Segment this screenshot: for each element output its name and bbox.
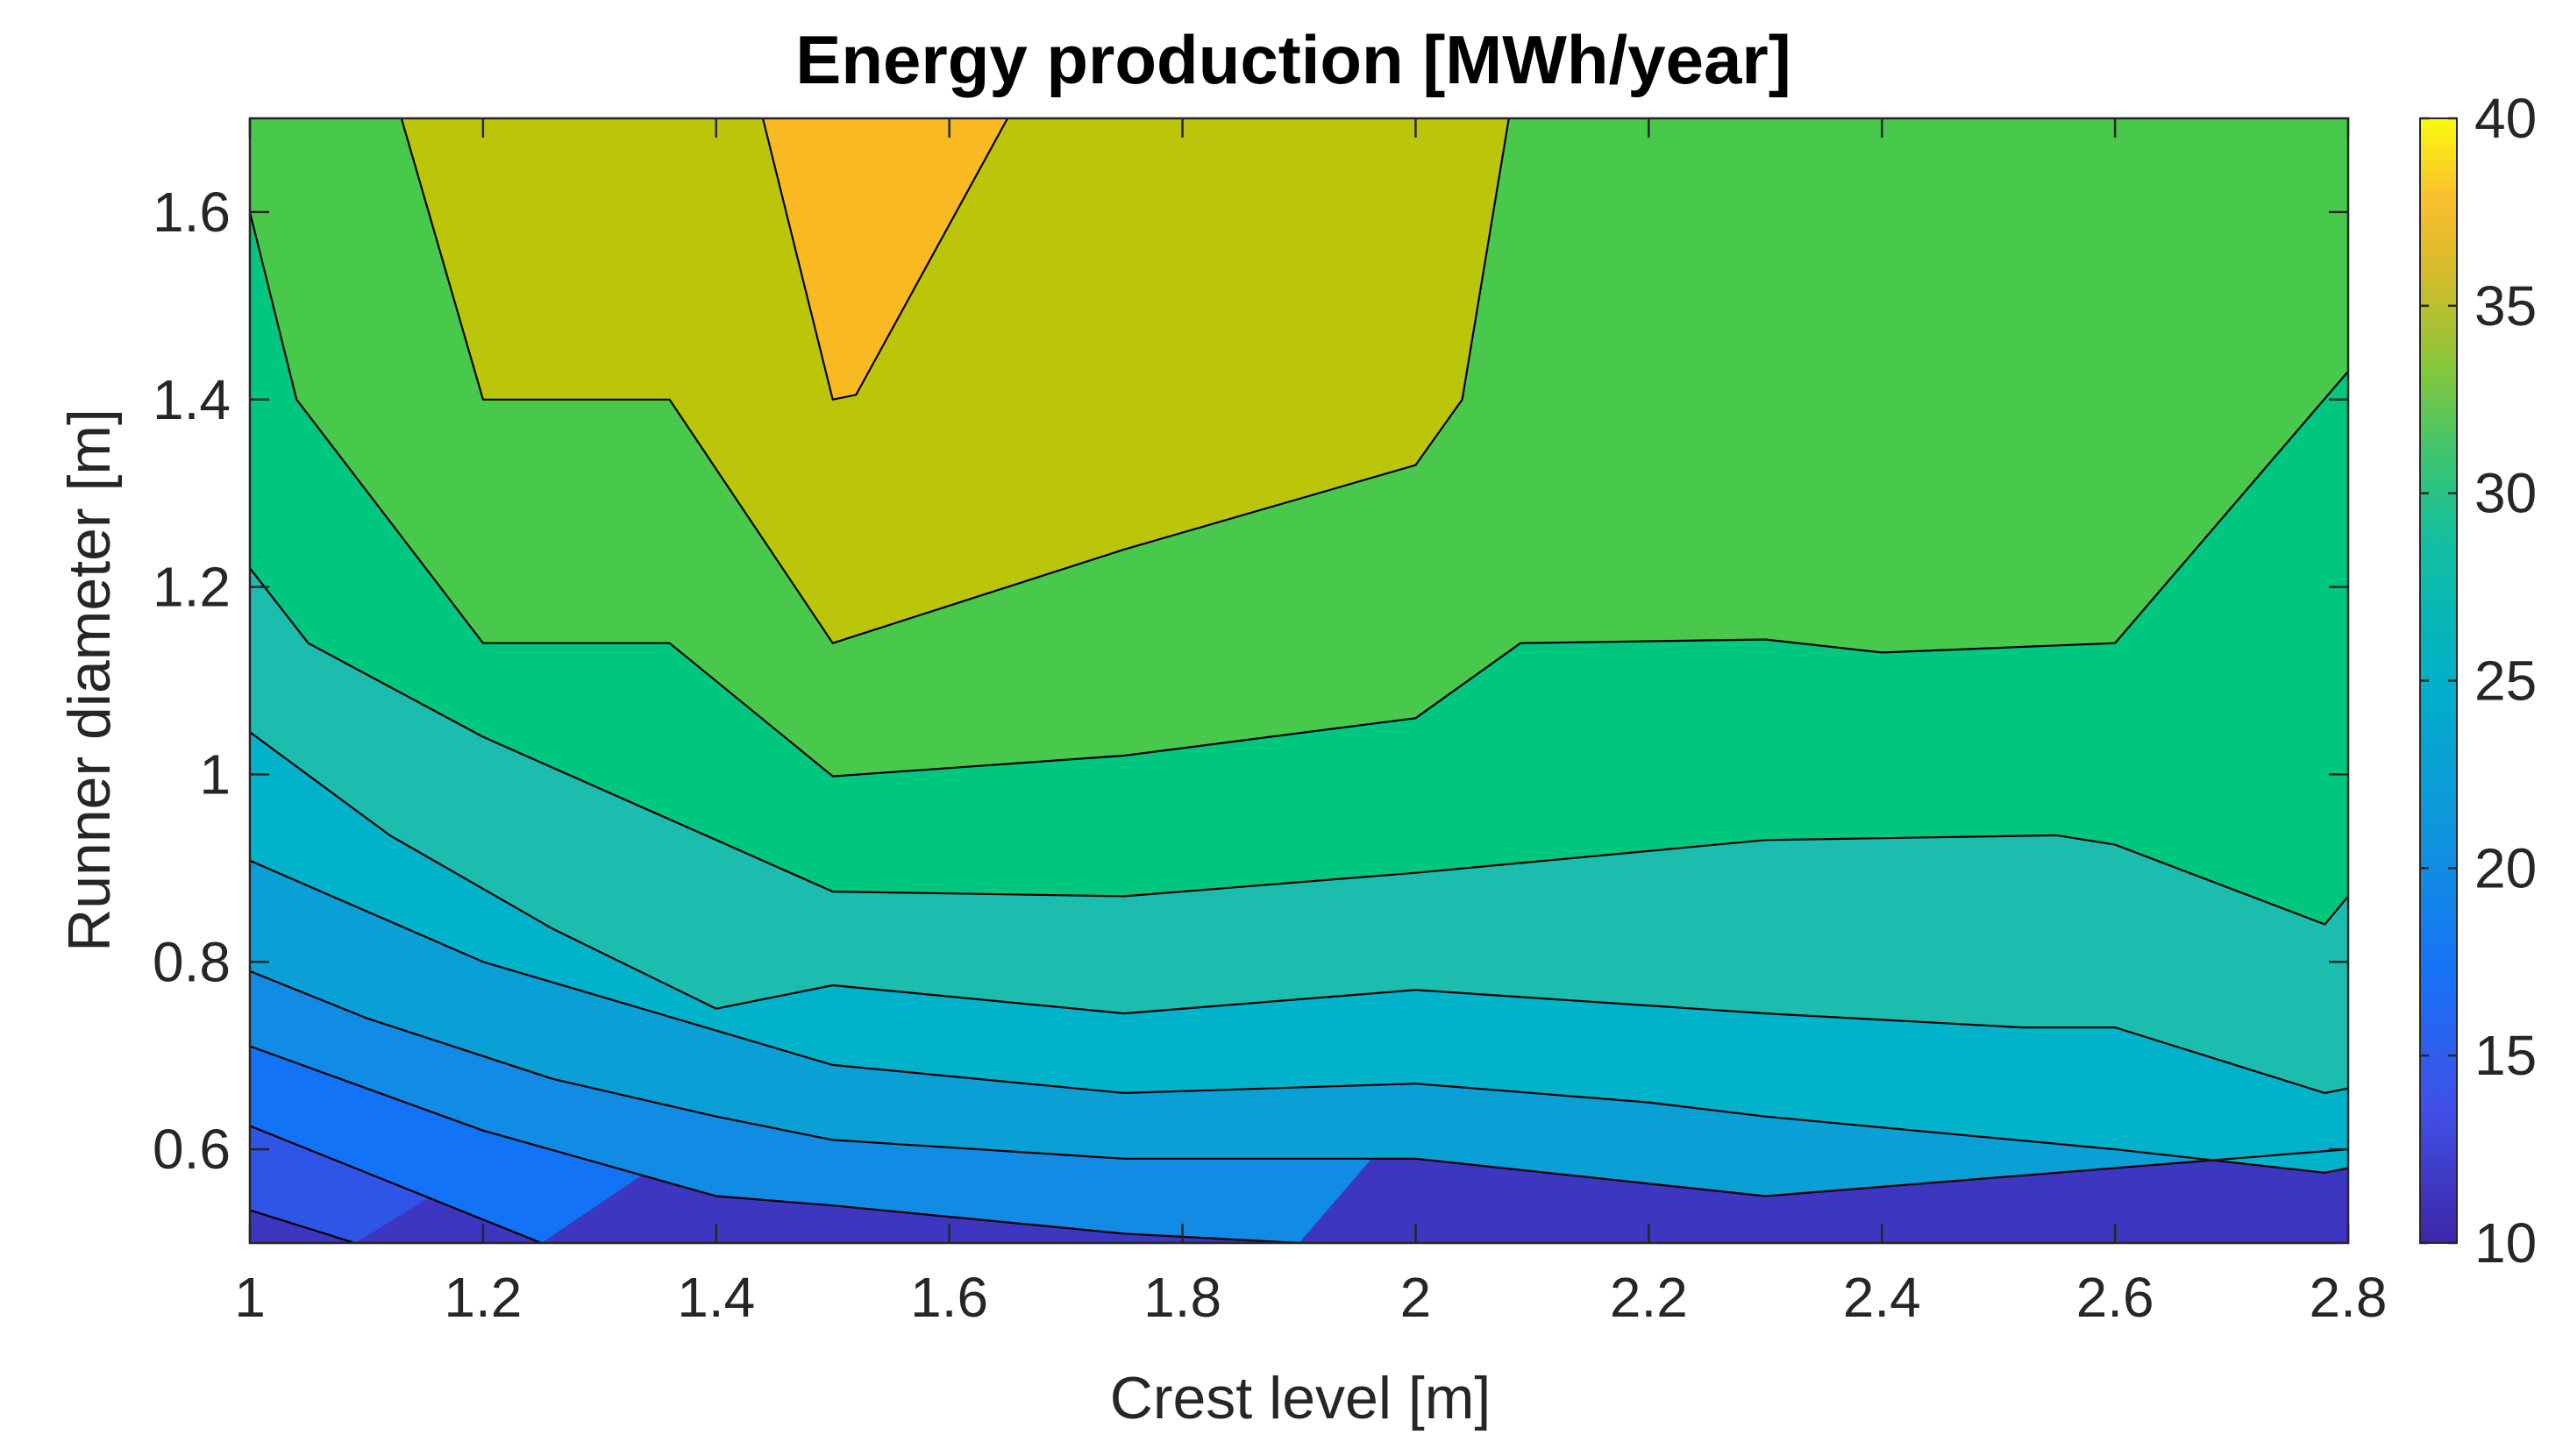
- plot-area: [248, 117, 2350, 1245]
- x-tick-label: 1: [234, 1266, 266, 1329]
- chart-title: Energy production [MWh/year]: [795, 21, 1790, 98]
- x-tick-label: 2: [1400, 1266, 1432, 1329]
- y-axis: 0.6 0.8 1 1.2 1.4 1.6: [153, 181, 2348, 1181]
- y-axis-label: Runner diameter [m]: [56, 408, 123, 952]
- contour-line-8: [250, 211, 2348, 778]
- contour-line-2: [250, 1125, 542, 1243]
- colorbar-tick-label: 15: [2474, 1024, 2537, 1087]
- x-tick-label: 1.8: [1143, 1266, 1221, 1329]
- x-tick-label: 1.6: [910, 1266, 988, 1329]
- x-tick-label: 2.2: [1610, 1266, 1688, 1329]
- contour-line-7: [250, 567, 2348, 926]
- y-tick-label: 1: [199, 742, 231, 806]
- x-axis: 1 1.2 1.4 1.6 1.8 2 2.2 2.4 2.6 2.8: [234, 118, 2387, 1329]
- contour-band-10: [763, 118, 1008, 400]
- x-tick-label: 1.2: [444, 1266, 522, 1329]
- y-tick-label: 0.6: [153, 1118, 231, 1181]
- y-tick-label: 1.2: [153, 556, 231, 619]
- x-tick-label: 2.8: [2310, 1266, 2388, 1329]
- plot-frame: [248, 117, 2350, 1245]
- contour-line-6: [250, 731, 2348, 1095]
- contour-line-10: [761, 118, 1009, 401]
- colorbar-tick-label: 10: [2474, 1211, 2537, 1275]
- x-tick-label: 1.4: [677, 1266, 755, 1329]
- colorbar-tick-label: 40: [2474, 87, 2537, 150]
- contour-line-1: [250, 1209, 356, 1243]
- contour-line-3: [250, 1045, 1299, 1243]
- x-tick-label: 2.6: [2076, 1266, 2154, 1329]
- colorbar-tick-label: 25: [2474, 650, 2537, 713]
- contour-band-9: [401, 118, 1509, 643]
- contour-line-4: [250, 969, 2348, 1197]
- colorbar-tick-label: 20: [2474, 836, 2537, 899]
- y-tick-label: 0.8: [153, 930, 231, 993]
- colorbar-tick-label: 35: [2474, 274, 2537, 337]
- colorbar-tick-label: 30: [2474, 462, 2537, 525]
- colorbar: 10 15 20 25 30 35 40: [2419, 87, 2537, 1275]
- contour-line-5: [250, 859, 2348, 1174]
- y-tick-label: 1.6: [153, 181, 231, 244]
- contour-line-9: [400, 118, 1510, 644]
- x-tick-label: 2.4: [1843, 1266, 1921, 1329]
- y-tick-label: 1.4: [153, 368, 231, 431]
- x-axis-label: Crest level [m]: [1110, 1365, 1491, 1431]
